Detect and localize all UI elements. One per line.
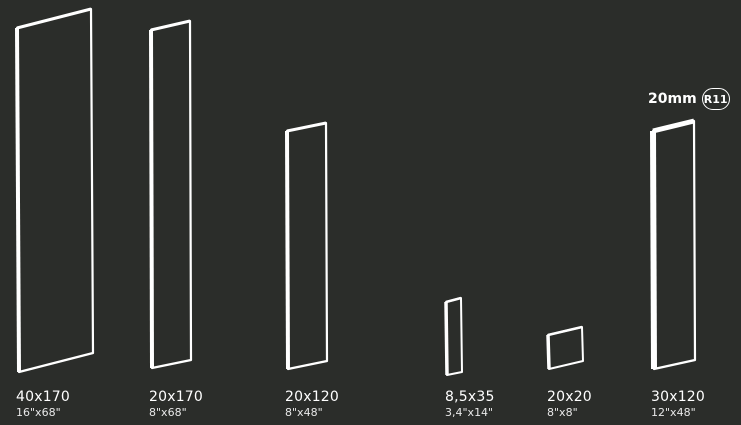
slip-rating-badge: R11 [701, 88, 730, 110]
tile-20x120-shape [285, 121, 329, 371]
tile-label-20x20: 20x20 8"x8" [547, 390, 592, 418]
tile-imperial-size: 8"x48" [285, 406, 323, 419]
tile-imperial-size: 12"x48" [651, 406, 696, 419]
tile-imperial-size: 3,4"x14" [445, 406, 494, 419]
tile-label-30x120: 30x120 12"x48" [651, 390, 705, 418]
tile-metric-size: 8,5x35 [445, 389, 495, 405]
tile-40x170-shape [15, 7, 95, 374]
tile-imperial-size: 16"x68" [16, 406, 61, 419]
tile-label-40x170: 40x170 16"x68" [16, 390, 70, 418]
thickness-value: 20mm [648, 91, 697, 107]
tile-20x170-shape [149, 19, 193, 370]
tile-imperial-size: 8"x68" [149, 406, 187, 419]
tile-label-20x170: 20x170 8"x68" [149, 390, 203, 418]
tile-8-5x35-shape [444, 296, 463, 376]
tile-metric-size: 20x170 [149, 389, 204, 405]
tile-20x20-shape [546, 325, 584, 370]
tile-metric-size: 20x120 [285, 389, 340, 405]
thickness-callout: 20mm R11 [648, 88, 730, 110]
tile-label-8-5x35: 8,5x35 3,4"x14" [445, 390, 495, 418]
tile-label-20x120: 20x120 8"x48" [285, 390, 339, 418]
tile-metric-size: 40x170 [16, 389, 71, 405]
tile-metric-size: 20x20 [547, 389, 592, 405]
tile-30x120-shape [650, 118, 697, 371]
tile-metric-size: 30x120 [651, 389, 706, 405]
tile-imperial-size: 8"x8" [547, 406, 578, 419]
